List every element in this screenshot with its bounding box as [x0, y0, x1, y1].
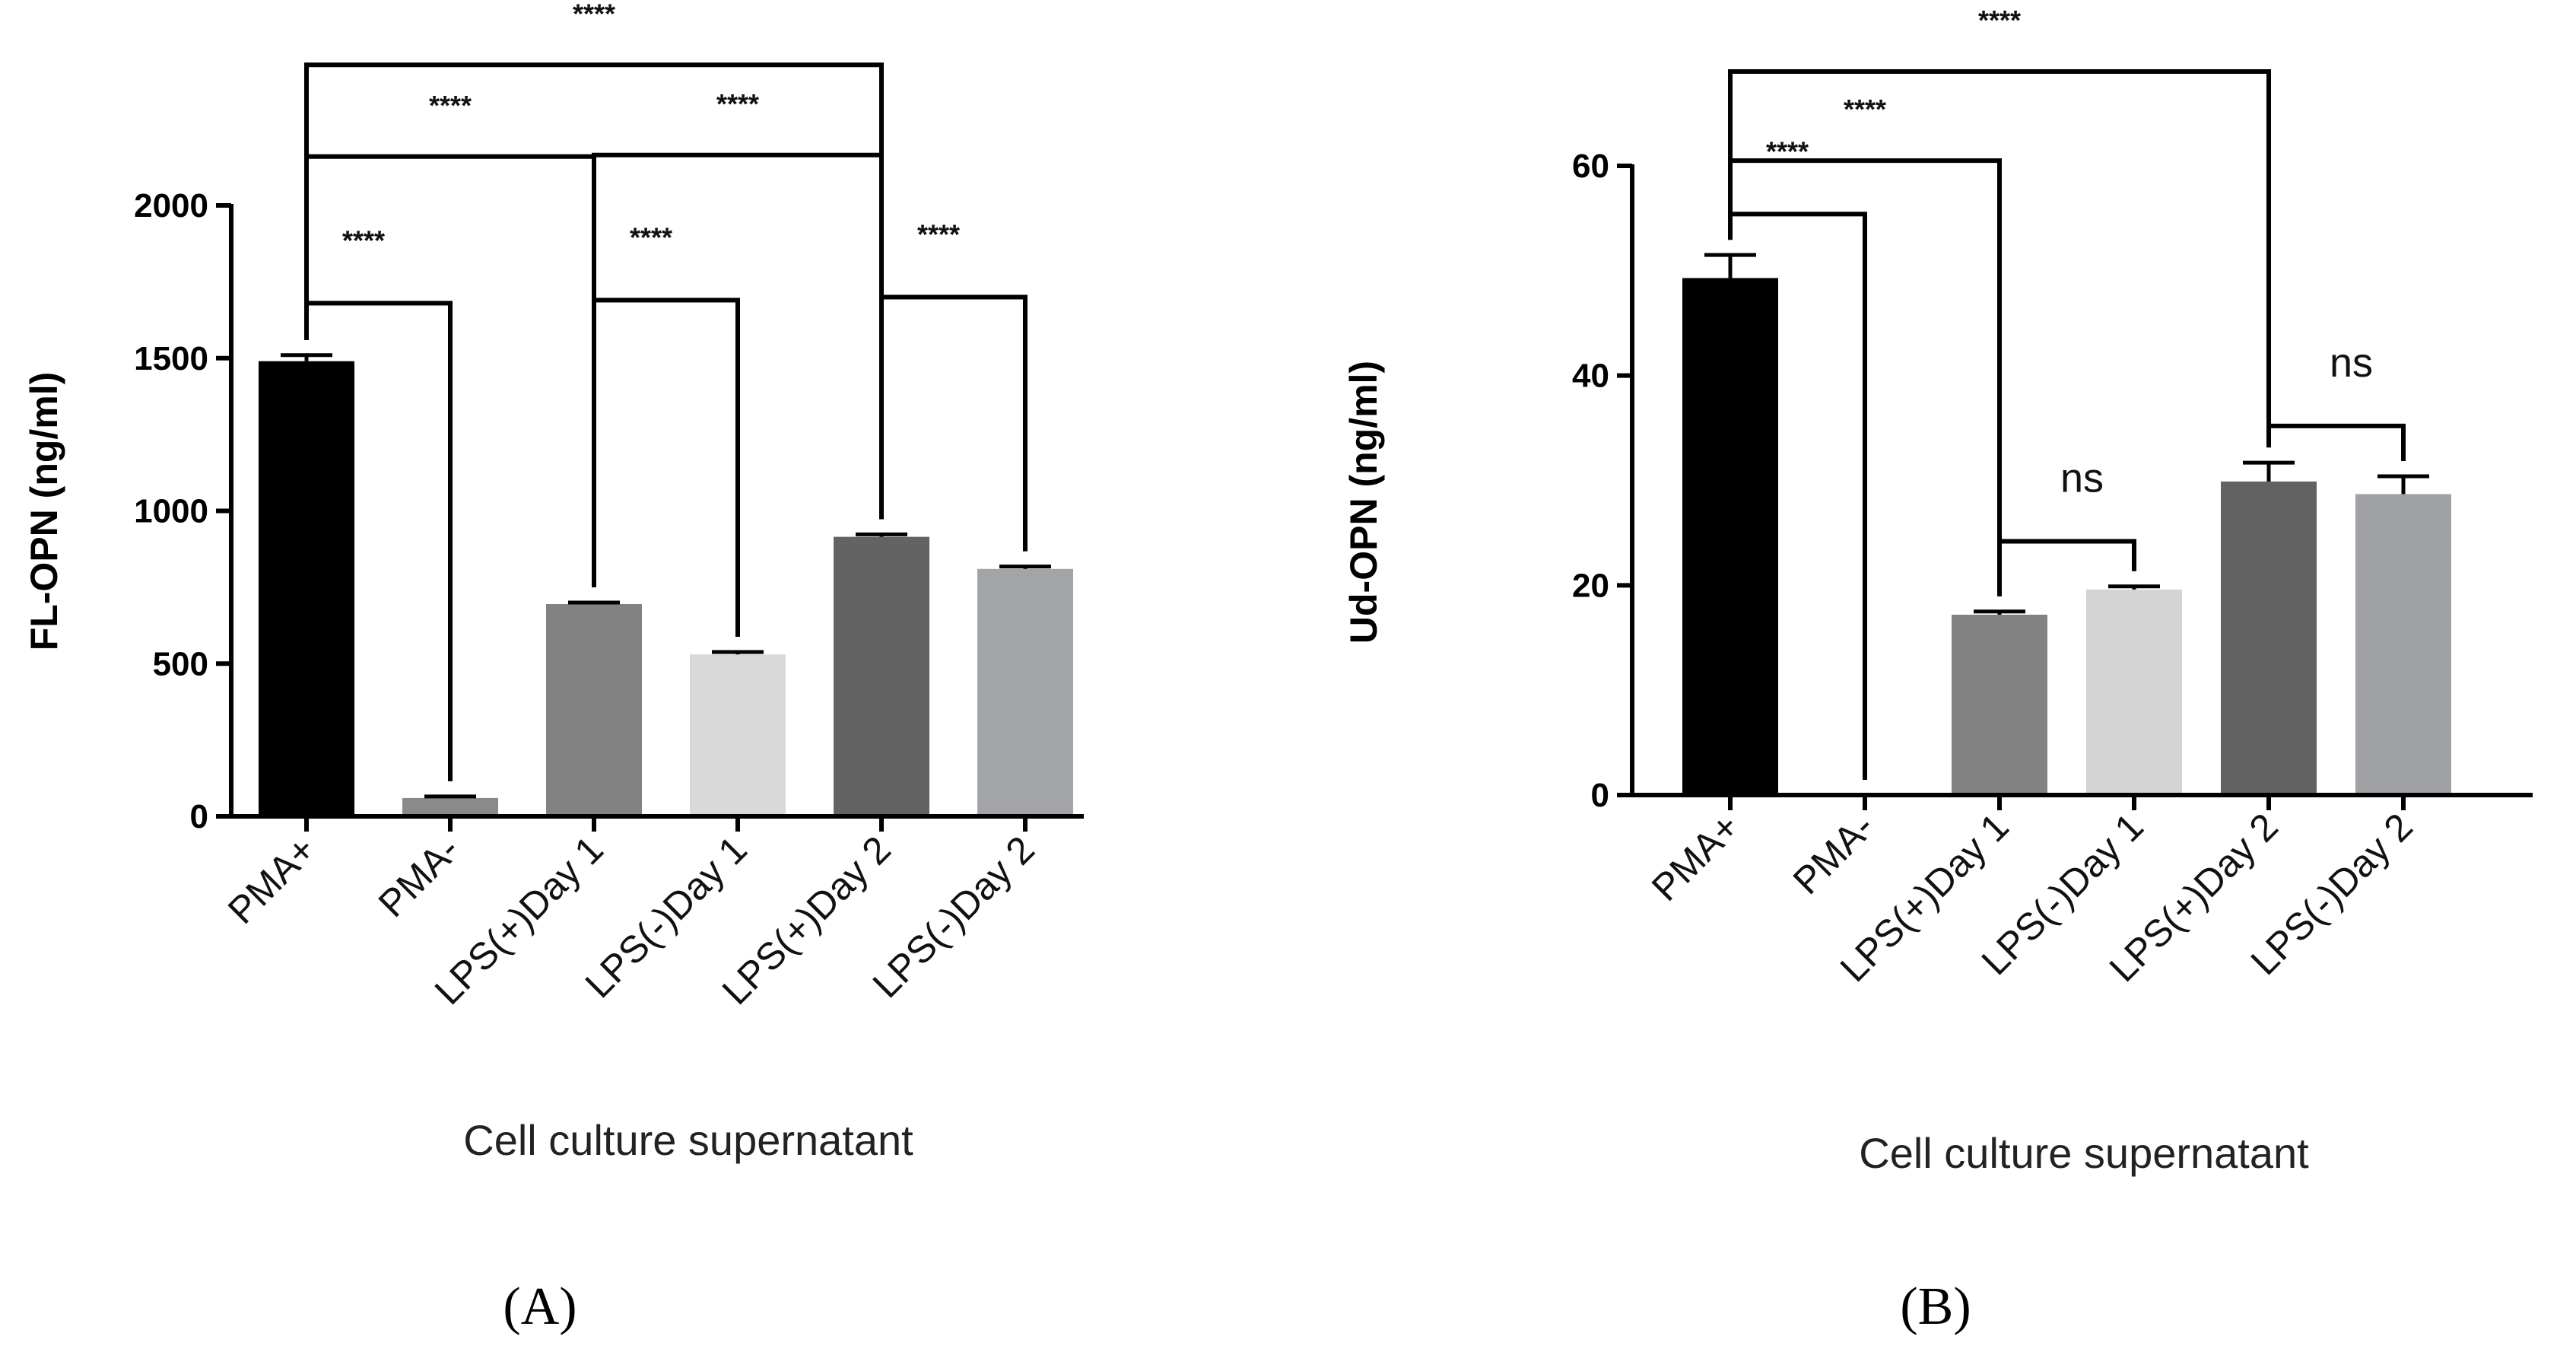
panel-b-y-tick-label-0: 0 [1591, 777, 1609, 814]
panel-a-y-tick-label-3: 1500 [134, 340, 208, 377]
panel-label-a: (A) [503, 1277, 577, 1336]
panel-b-bar-6 [2355, 494, 2451, 795]
panel-b-y-tick-label-2: 40 [1572, 358, 1609, 395]
panel-a-y-tick-label-2: 1000 [134, 493, 208, 530]
panel-b-significance-label-5: **** [1978, 5, 2021, 36]
panel-a-bar-2 [402, 797, 498, 816]
panel-a-bar-6 [977, 568, 1073, 816]
panel-b-significance-label-4: **** [1844, 94, 1886, 125]
panel-b-y-axis-title: Ud-OPN (ng/ml) [1342, 361, 1385, 644]
panel-b-significance-label-1: ns [2060, 455, 2104, 501]
panel-b-y-tick-label-1: 20 [1572, 567, 1609, 604]
panel-a-category-label-2: PMA- [370, 828, 468, 925]
panel-b-significance-bracket-2 [2266, 423, 2406, 461]
panel-b-x-axis-title: Cell culture supernatant [1859, 1129, 2309, 1177]
panel-a-significance-label-5: **** [716, 88, 759, 119]
panel-a-y-tick-label-0: 0 [190, 798, 208, 835]
panel-b-bar-5 [2221, 481, 2317, 795]
panel-a-significance-bracket-2 [592, 297, 740, 637]
panel-a-bar-1 [259, 361, 354, 816]
panel-a-bar-4 [690, 654, 786, 816]
panel-a-x-axis-title: Cell culture supernatant [463, 1116, 913, 1164]
panel-a-y-tick-label-4: 2000 [134, 187, 208, 224]
panel-b-significance-label-2: ns [2330, 340, 2373, 386]
panel-label-b: (B) [1900, 1277, 1971, 1336]
panel-a-significance-label-1: **** [342, 224, 385, 256]
panel-a-category-label-1: PMA+ [220, 828, 324, 932]
panel-a-y-tick-label-1: 500 [153, 645, 208, 682]
panel-b-significance-bracket-5 [1728, 68, 2271, 448]
panel-b-bar-3 [1952, 614, 2047, 795]
panel-a-y-axis-title: FL-OPN (ng/ml) [23, 372, 65, 651]
panel-a-significance-label-3: **** [917, 218, 960, 250]
panel-a-significance-bracket-3 [879, 294, 1028, 552]
panel-b-bar-4 [2086, 589, 2182, 795]
panel-b-category-label-2: PMA- [1785, 805, 1882, 902]
panel-b-bar-1 [1682, 278, 1778, 795]
panel-b-y-tick-label-3: 60 [1572, 148, 1609, 185]
panel-a-significance-label-4: **** [429, 90, 472, 121]
panel-a-significance-label-2: **** [630, 221, 672, 253]
panel-a-bar-3 [546, 603, 642, 816]
panel-a-significance-label-6: **** [573, 0, 615, 29]
panel-a-significance-bracket-6 [304, 62, 884, 520]
panel-a-bar-5 [834, 536, 929, 816]
panel-b-category-label-1: PMA+ [1644, 805, 1748, 909]
